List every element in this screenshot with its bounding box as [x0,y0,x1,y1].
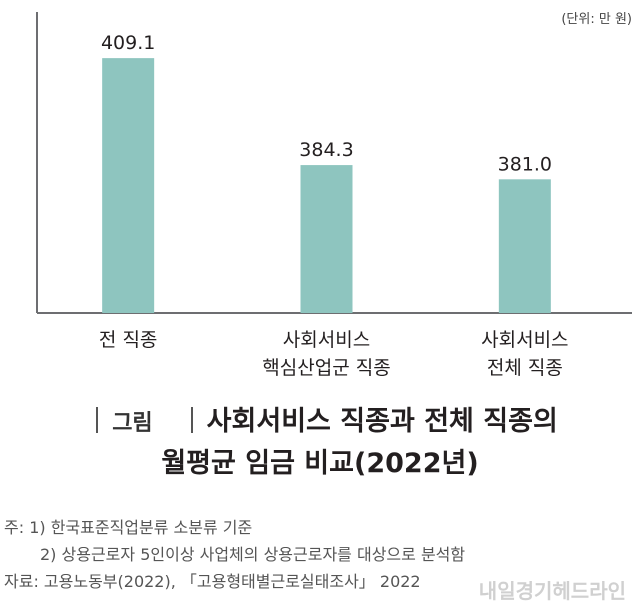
category-label-2-1: 사회서비스 [283,329,370,351]
source-note: 자료: 고용노동부(2022), 「고용형태별근로실태조사」 2022 [4,572,421,591]
bar-value-label-1: 409.1 [101,32,155,54]
note-1: 주: 1) 한국표준직업분류 소분류 기준 [4,518,253,537]
notes: 주: 1) 한국표준직업분류 소분류 기준 2) 상용근로자 5인이상 사업체의… [4,514,465,595]
caption-title-line-1: 사회서비스 직종과 전체 직종의 [206,406,558,437]
bar-1 [102,58,155,313]
caption-divider-right [190,407,193,433]
bar-value-label-2: 384.3 [299,139,353,161]
figure-caption: 그림 사회서비스 직종과 전체 직종의 월평균 임금 비교(2022년) [0,402,640,484]
unit-label: (단위: 만 원) [561,12,632,27]
bar-value-label-3: 381.0 [498,153,552,175]
category-label-2-2: 핵심산업군 직종 [262,357,390,379]
caption-line-1: 그림 사회서비스 직종과 전체 직종의 [0,402,640,444]
caption-divider-left [96,407,99,433]
bar-3 [498,179,551,313]
figure-label: 그림 [112,411,153,436]
category-label-3-2: 전체 직종 [487,357,563,379]
bar-2 [300,165,353,313]
caption-title-line-2: 월평균 임금 비교(2022년) [161,448,479,479]
category-label-1-1: 전 직종 [99,329,157,351]
category-label-3-1: 사회서비스 [481,329,568,351]
watermark: 내일경기헤드라인 [478,579,626,603]
note-2: 2) 상용근로자 5인이상 사업체의 상용근로자를 대상으로 분석함 [40,545,466,564]
